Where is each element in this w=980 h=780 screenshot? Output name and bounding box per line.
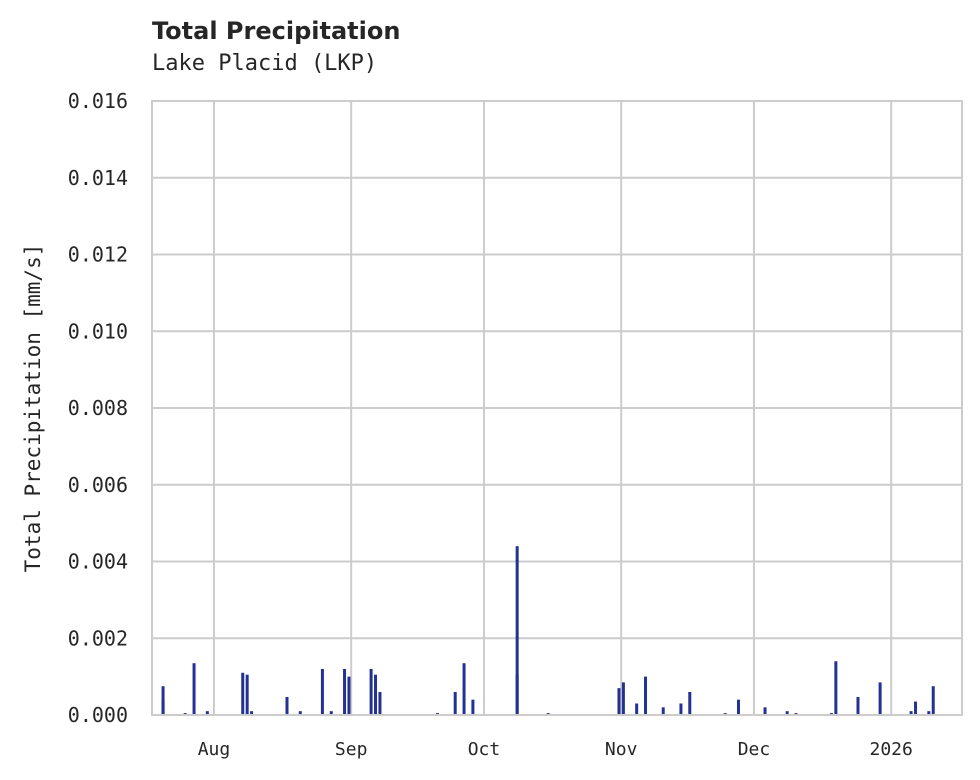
precip-bar <box>621 682 625 715</box>
precip-bar <box>245 674 249 715</box>
precip-bar <box>927 711 931 715</box>
chart-title: Total Precipitation <box>152 17 401 45</box>
x-tick-label: Oct <box>468 739 501 760</box>
precip-bar <box>378 691 382 715</box>
precip-bar <box>931 686 935 715</box>
y-tick-label: 0.008 <box>68 396 128 420</box>
precip-bar <box>453 691 457 715</box>
precip-bar <box>635 703 639 715</box>
precip-bar <box>856 696 860 715</box>
precip-bar <box>369 668 373 715</box>
y-axis-ticks: 0.000 0.002 0.004 0.006 0.008 0.010 0.012 0.014… <box>68 89 128 727</box>
y-tick-label: 0.000 <box>68 703 128 727</box>
y-tick-label: 0.010 <box>68 319 128 343</box>
precip-bar <box>644 676 648 715</box>
precip-bar <box>679 703 683 715</box>
precipitation-bars <box>161 546 935 715</box>
x-tick-label: Nov <box>605 739 638 760</box>
chart-subtitle: Lake Placid (LKP) <box>152 51 378 76</box>
y-tick-label: 0.006 <box>68 473 128 497</box>
x-axis-ticks: Aug Sep Oct Nov Dec 2026 <box>198 739 913 760</box>
precip-bar <box>285 696 289 715</box>
precip-bar <box>914 701 918 715</box>
x-tick-label: Aug <box>198 739 231 760</box>
precip-bar <box>462 663 466 715</box>
grid-lines <box>152 100 962 716</box>
y-tick-label: 0.002 <box>68 626 128 650</box>
precip-bar <box>736 699 740 715</box>
precip-bar <box>343 668 347 715</box>
precip-bar <box>192 663 196 715</box>
precip-bar <box>878 682 882 715</box>
precip-bar <box>688 691 692 715</box>
precip-bar <box>661 707 665 715</box>
precip-bar <box>909 711 913 715</box>
precip-bar <box>329 711 333 715</box>
y-tick-label: 0.016 <box>68 89 128 113</box>
y-tick-label: 0.012 <box>68 243 128 267</box>
precip-bar <box>374 674 378 715</box>
plot-frame <box>151 100 963 716</box>
x-tick-label: Sep <box>335 739 368 760</box>
y-axis-label: Total Precipitation [mm/s] <box>21 244 45 573</box>
precip-bar <box>250 711 254 715</box>
precip-bar <box>763 707 767 715</box>
precip-bar <box>515 546 519 715</box>
x-tick-label: 2026 <box>870 739 913 760</box>
x-tick-label: Dec <box>738 739 771 760</box>
precip-bar <box>617 688 621 715</box>
precip-bar <box>241 672 245 715</box>
precip-bar <box>785 711 789 715</box>
precip-bar <box>161 686 165 715</box>
precip-bar <box>320 668 324 715</box>
precip-bar <box>205 711 209 715</box>
precip-bar <box>471 699 475 715</box>
y-tick-label: 0.014 <box>68 166 128 190</box>
precip-bar <box>298 711 302 715</box>
precip-bar <box>834 661 838 715</box>
precip-bar <box>347 676 351 715</box>
y-tick-label: 0.004 <box>68 550 128 574</box>
